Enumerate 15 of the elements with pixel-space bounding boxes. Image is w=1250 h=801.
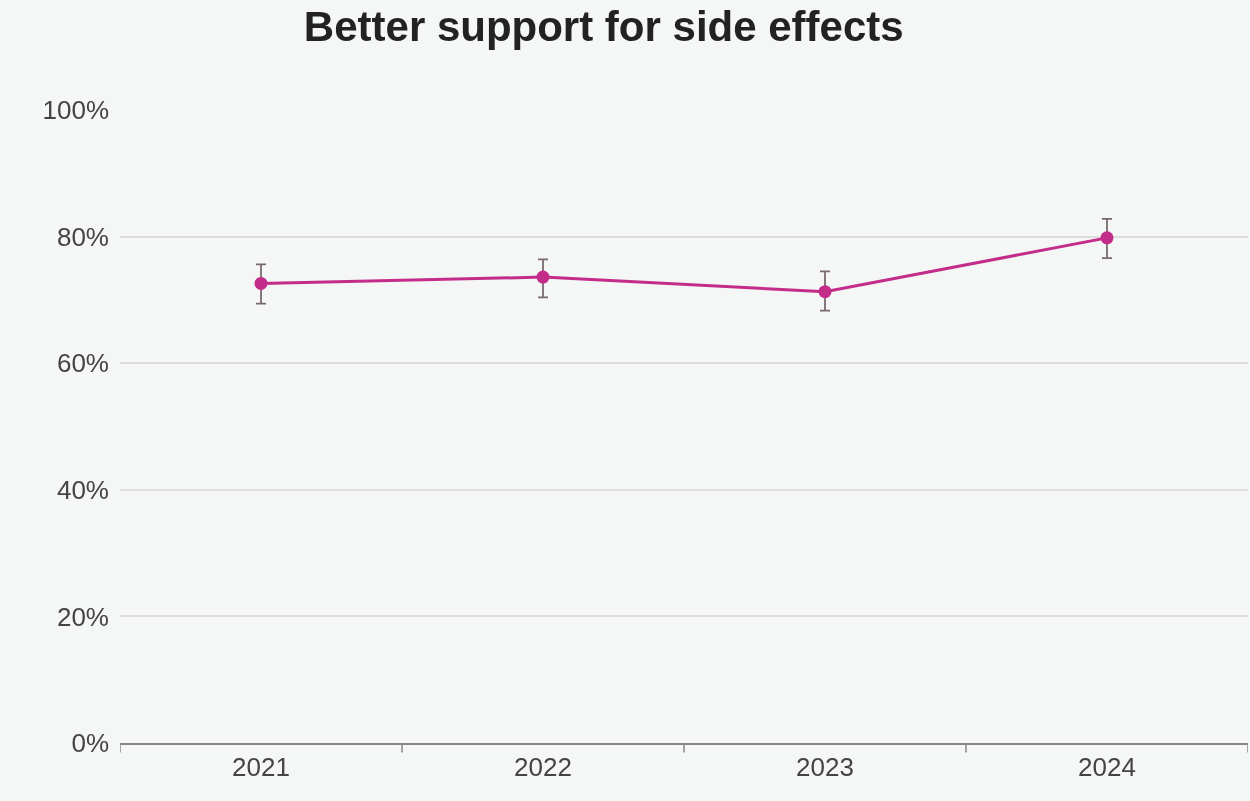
x-tick-label: 2023 [796, 751, 854, 782]
x-tick-label: 2021 [232, 751, 290, 782]
y-tick-label: 0% [71, 728, 109, 759]
y-tick-label: 20% [56, 601, 109, 632]
y-tick-label: 60% [56, 348, 109, 379]
y-tick-label: 80% [56, 221, 109, 252]
point [536, 270, 550, 284]
x-tick-label: 2024 [1078, 751, 1136, 782]
x-tick-label: 2022 [514, 751, 572, 782]
y-tick-label: 40% [56, 474, 109, 505]
point [254, 276, 268, 290]
y-tick-label: 100% [42, 95, 109, 126]
point [1100, 231, 1114, 245]
point [818, 285, 832, 299]
chart-title: Better support for side effects [303, 3, 904, 51]
